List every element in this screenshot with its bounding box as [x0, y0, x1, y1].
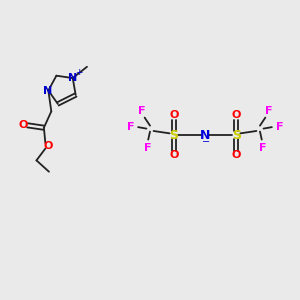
- Text: F: F: [276, 122, 283, 132]
- Text: N: N: [68, 73, 77, 83]
- Text: S: S: [169, 129, 178, 142]
- Text: F: F: [265, 106, 272, 116]
- Text: F: F: [127, 122, 134, 132]
- Text: O: O: [19, 120, 28, 130]
- Text: F: F: [138, 106, 146, 116]
- Text: F: F: [144, 143, 152, 153]
- Text: N: N: [200, 129, 210, 142]
- Text: O: O: [169, 150, 178, 160]
- Text: O: O: [232, 150, 241, 160]
- Text: O: O: [232, 110, 241, 120]
- Text: S: S: [232, 129, 241, 142]
- Text: N: N: [43, 85, 52, 96]
- Text: O: O: [169, 110, 178, 120]
- Text: +: +: [75, 68, 82, 77]
- Text: −: −: [202, 137, 211, 147]
- Text: F: F: [259, 143, 266, 153]
- Text: O: O: [43, 140, 52, 151]
